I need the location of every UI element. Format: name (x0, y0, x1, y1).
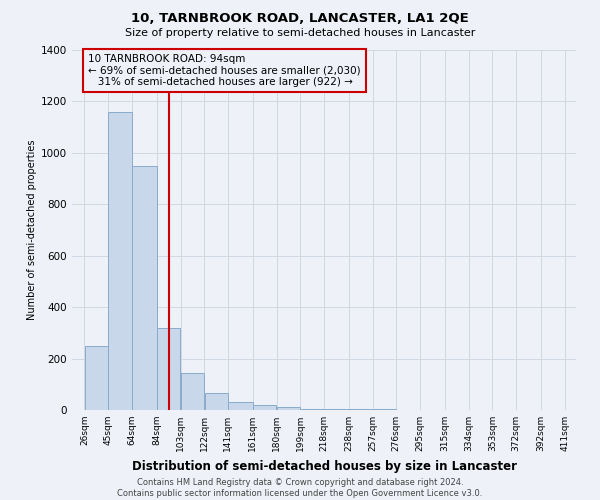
Bar (253, 405, 276, 410)
Bar (109, 112, 131, 410)
Text: 10 TARNBROOK ROAD: 94sqm
← 69% of semi-detached houses are smaller (2,030)
   31: 10 TARNBROOK ROAD: 94sqm ← 69% of semi-d… (88, 54, 361, 87)
Text: Contains HM Land Registry data © Crown copyright and database right 2024.
Contai: Contains HM Land Registry data © Crown c… (118, 478, 482, 498)
Bar (325, 409, 349, 410)
Bar (228, 402, 253, 410)
Bar (205, 394, 227, 410)
Y-axis label: Number of semi-detached properties: Number of semi-detached properties (27, 140, 37, 320)
Bar (181, 372, 204, 410)
Bar (85, 346, 108, 410)
Bar (277, 408, 300, 410)
Bar (157, 328, 180, 410)
Text: Size of property relative to semi-detached houses in Lancaster: Size of property relative to semi-detach… (125, 28, 475, 38)
Bar (132, 166, 157, 410)
Bar (301, 408, 323, 410)
Text: 10, TARNBROOK ROAD, LANCASTER, LA1 2QE: 10, TARNBROOK ROAD, LANCASTER, LA1 2QE (131, 12, 469, 26)
X-axis label: Distribution of semi-detached houses by size in Lancaster: Distribution of semi-detached houses by … (131, 460, 517, 472)
